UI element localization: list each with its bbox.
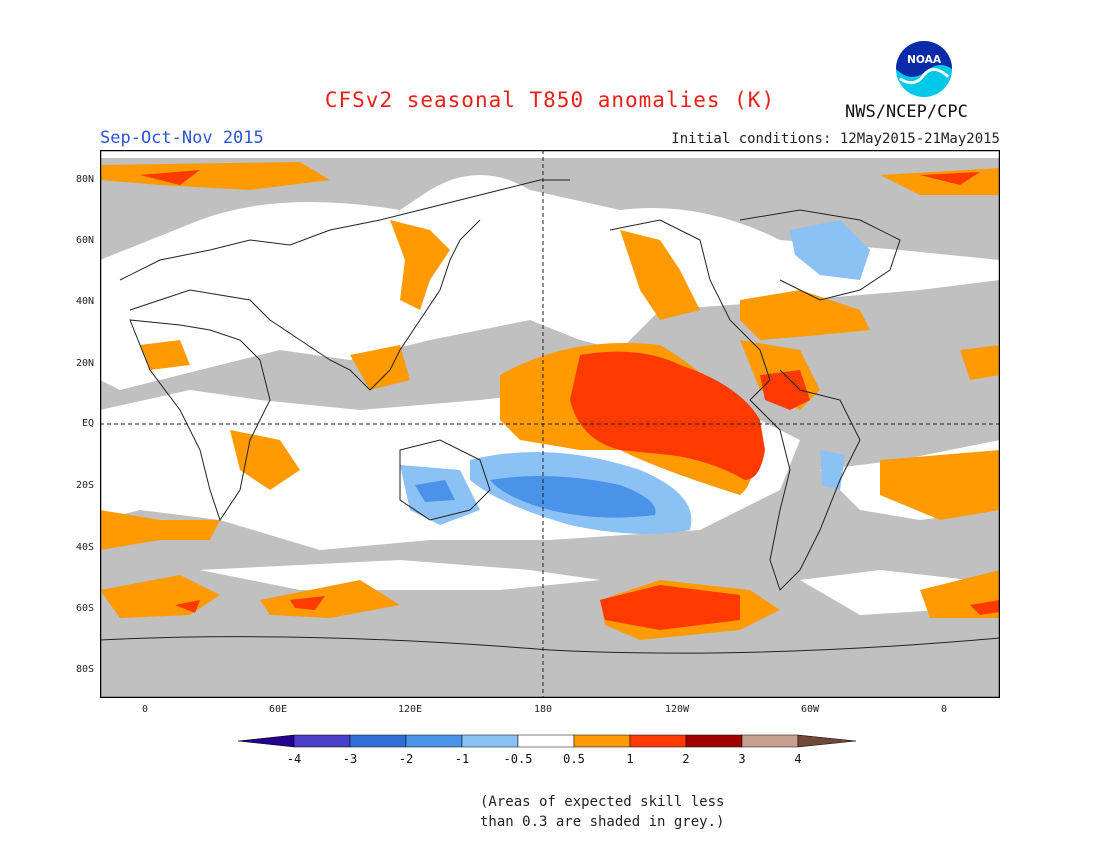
- map-title: CFSv2 seasonal T850 anomalies (K): [324, 88, 776, 112]
- lat-label: 20N: [75, 358, 94, 369]
- colorbar-swatch: [349, 734, 407, 748]
- colorbar-swatch: [461, 734, 519, 748]
- lat-label: 60S: [75, 603, 94, 614]
- skill-note-line-2: than 0.3 are shaded in grey.): [480, 814, 725, 830]
- colorbar-lower-extend: [238, 734, 295, 748]
- colorbar-tick-label: 2: [682, 752, 690, 766]
- colorbar-swatch: [741, 734, 799, 748]
- colorbar-tick-label: -1: [454, 752, 470, 766]
- colorbar-swatch: [685, 734, 743, 748]
- colorbar-tick-label: 3: [738, 752, 746, 766]
- lat-label: 40N: [75, 296, 94, 307]
- lat-label: 80S: [75, 664, 94, 675]
- colorbar-tick-label: -4: [286, 752, 302, 766]
- noaa-logo-text: NOAA: [907, 53, 942, 66]
- colorbar-tick-label: -2: [398, 752, 414, 766]
- colorbar-tick-label: -3: [342, 752, 358, 766]
- lon-label: 0: [940, 704, 948, 715]
- colorbar-tick-label: 1: [626, 752, 634, 766]
- map-frame: [99, 149, 1001, 699]
- lon-label: 180: [533, 704, 553, 715]
- lat-label: 40S: [75, 542, 94, 553]
- colorbar-swatch: [405, 734, 463, 748]
- colorbar-swatch: [629, 734, 687, 748]
- colorbar-tick-label: 0.5: [563, 752, 585, 766]
- lat-label: EQ: [81, 418, 94, 429]
- lon-label: 120W: [664, 704, 690, 715]
- lat-label: 60N: [75, 235, 94, 246]
- lon-label: 0: [141, 704, 149, 715]
- skill-note: (Areas of expected skill less than 0.3 a…: [480, 792, 724, 832]
- colorbar-swatch: [573, 734, 631, 748]
- lat-label: 20S: [75, 480, 94, 491]
- season-label: Sep-Oct-Nov 2015: [100, 128, 264, 148]
- colorbar: [238, 734, 857, 748]
- lon-label: 60W: [800, 704, 820, 715]
- agency-label: NWS/NCEP/CPC: [845, 102, 968, 122]
- colorbar-swatch: [293, 734, 351, 748]
- noaa-logo: NOAA: [895, 40, 953, 98]
- colorbar-upper-extend: [797, 734, 857, 748]
- lon-label: 120E: [397, 704, 423, 715]
- lat-label: 80N: [75, 174, 94, 185]
- lon-label: 60E: [268, 704, 288, 715]
- colorbar-swatch: [517, 734, 575, 748]
- anomaly-map: [99, 149, 1001, 699]
- colorbar-tick-label: -0.5: [503, 752, 533, 766]
- colorbar-tick-label: 4: [794, 752, 802, 766]
- skill-note-line-1: (Areas of expected skill less: [480, 794, 725, 810]
- initial-conditions-label: Initial conditions: 12May2015-21May2015: [671, 131, 1000, 147]
